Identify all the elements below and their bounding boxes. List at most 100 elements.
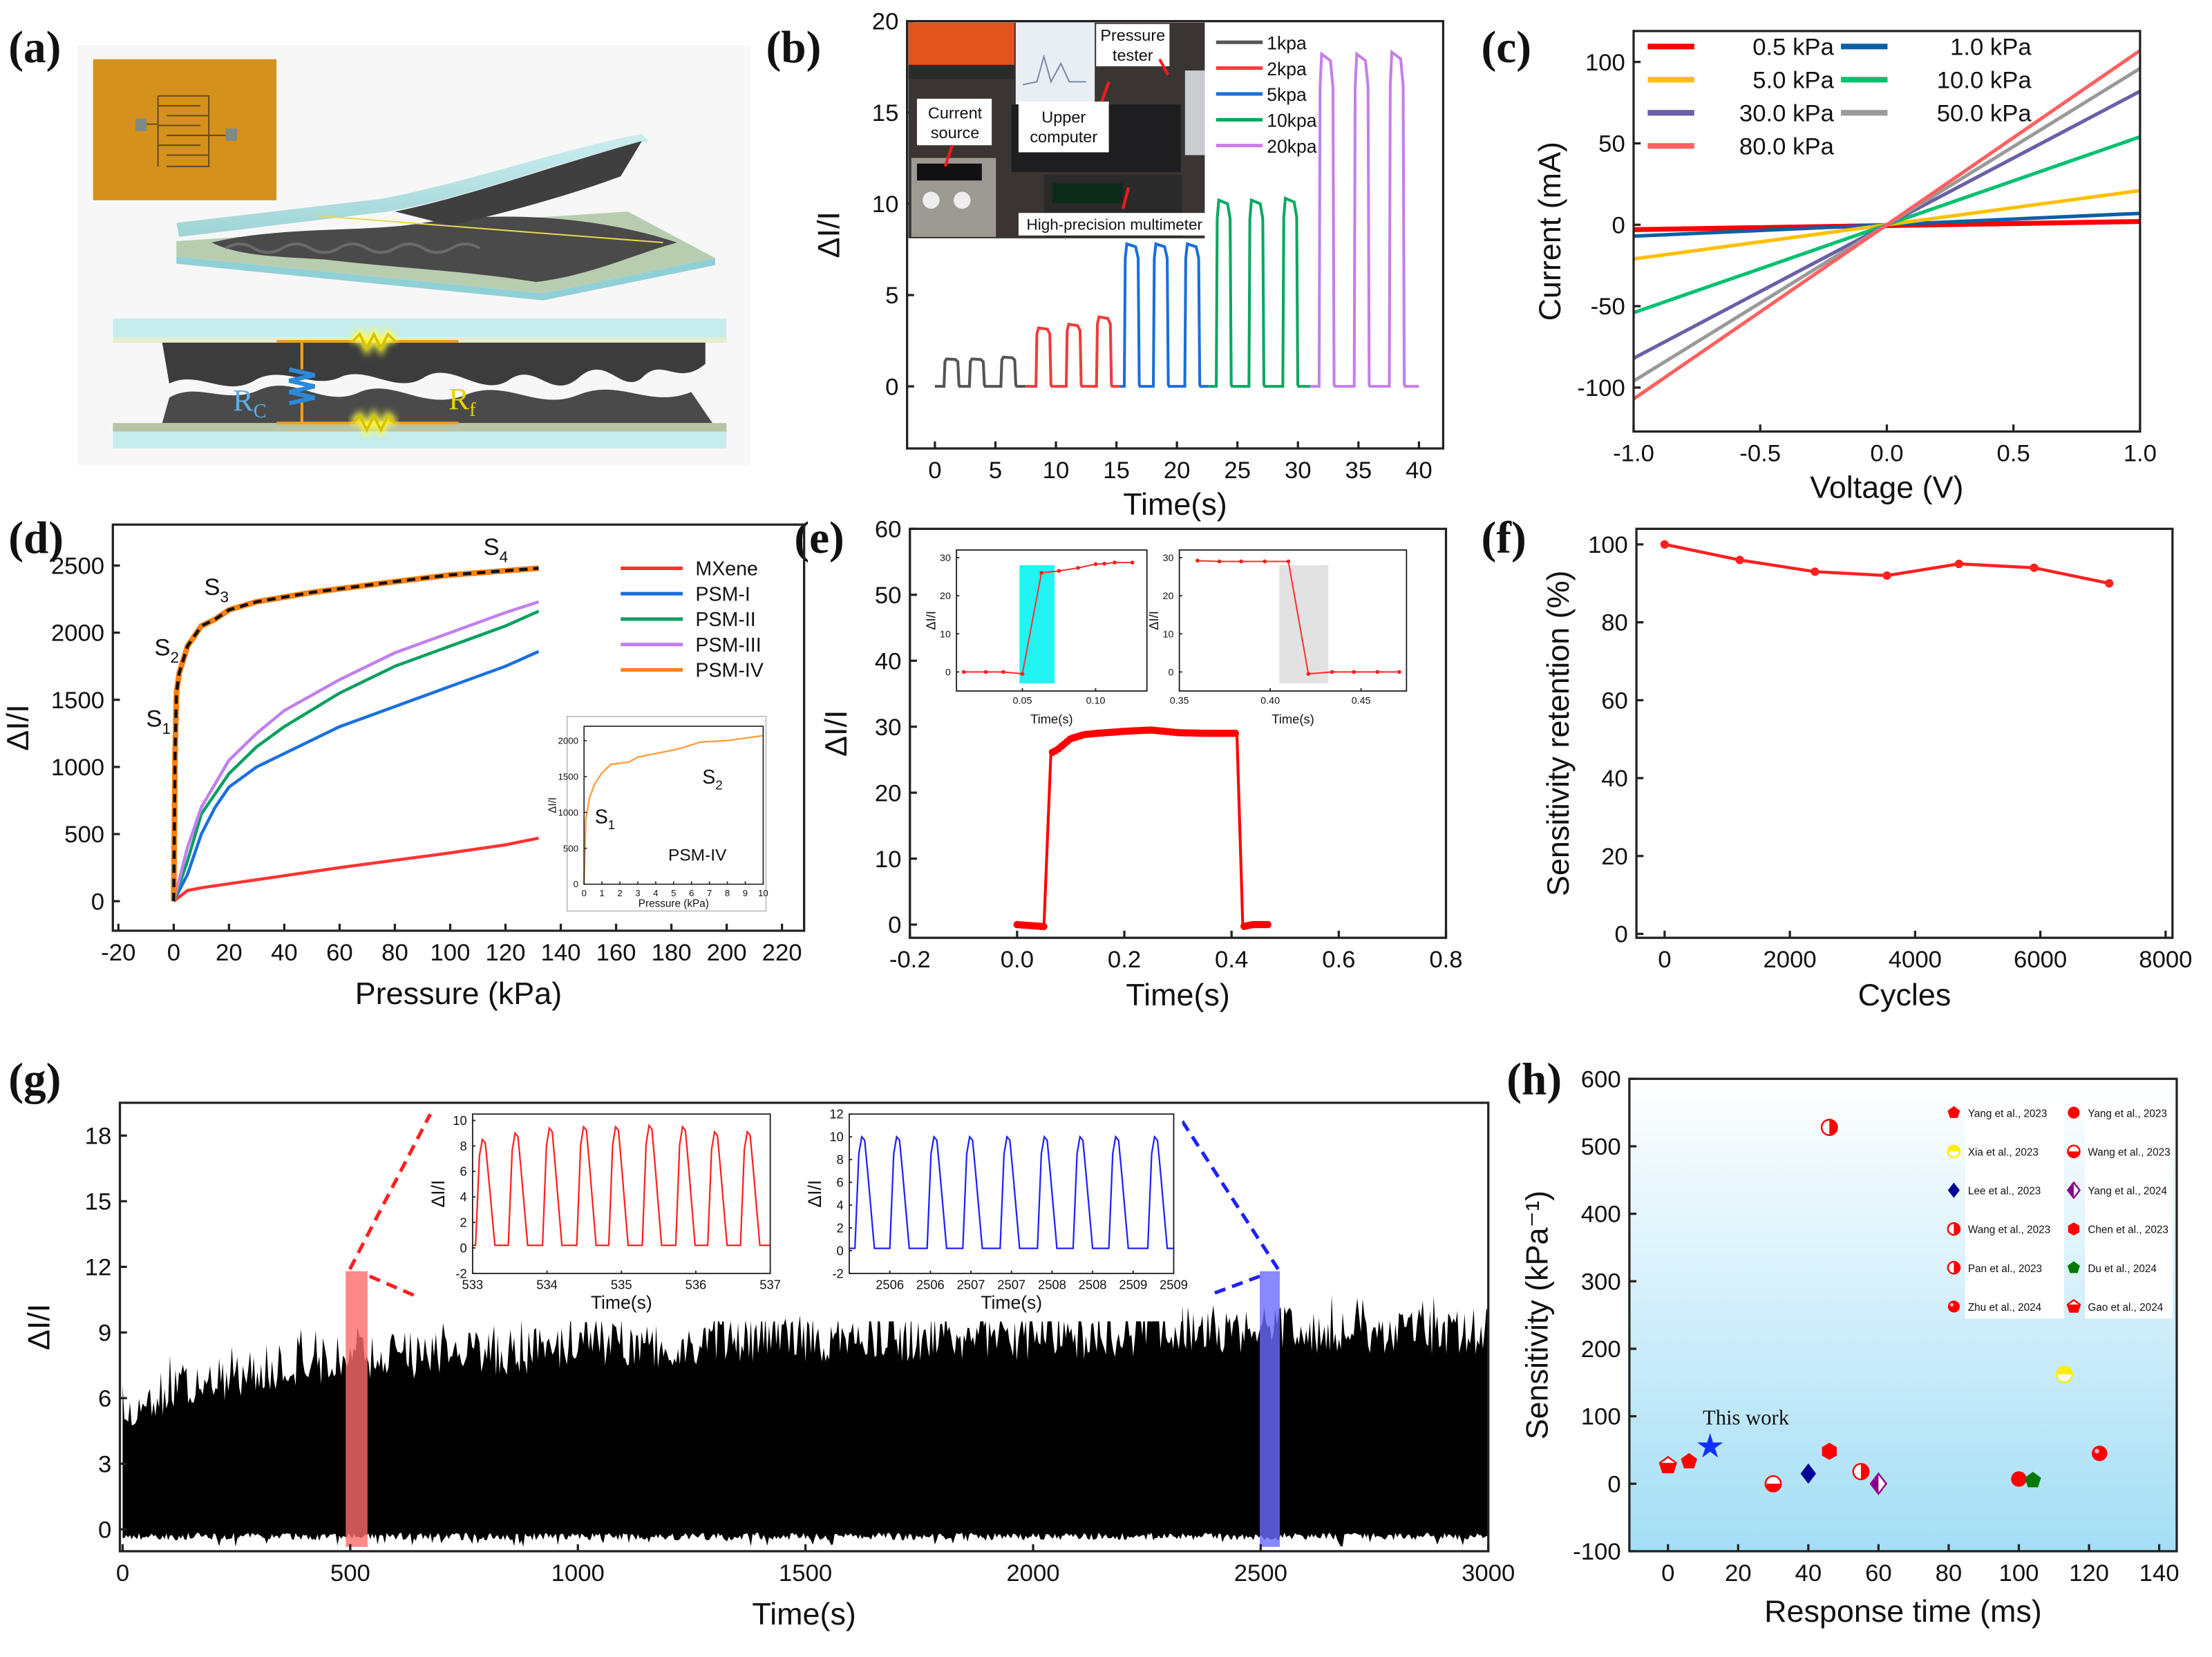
marker-fill	[1871, 1473, 1879, 1494]
x-tick-label: 2000	[1006, 1560, 1059, 1587]
contact-resistance-label: RC	[233, 383, 267, 422]
series-line	[1017, 728, 1269, 929]
y-tick-label: 500	[563, 843, 578, 853]
y-tick-label: 10	[1163, 629, 1174, 640]
x-tick-label: 2	[617, 888, 622, 898]
y-tick-label: 10	[940, 629, 951, 640]
x-tick-label: 40	[1406, 457, 1433, 484]
photo-label-multimeter: High-precision multimeter	[1018, 213, 1211, 236]
x-tick-label: 1	[599, 888, 604, 898]
x-tick-label: 60	[1865, 1560, 1892, 1587]
x-tick-label: 80	[1936, 1560, 1963, 1587]
panel-label-f: (f)	[1482, 513, 1526, 563]
data-point	[1882, 571, 1891, 580]
legend-label: Wang et al., 2023	[1968, 1224, 2050, 1236]
x-tick-label: 536	[686, 1277, 707, 1291]
y-tick-label: 0	[837, 1243, 844, 1258]
inset-label: PSM-IV	[668, 846, 727, 864]
data-point	[1352, 670, 1356, 674]
series-line-PSM-III	[172, 600, 540, 902]
x-tick-label: 5	[671, 888, 676, 898]
x-axis-title: Time(s)	[752, 1596, 856, 1631]
plot-area	[961, 560, 1135, 683]
x-tick-label: 0.8	[1429, 947, 1462, 973]
y-tick-label: 0	[1615, 922, 1628, 948]
y-tick-label: 20	[940, 591, 951, 602]
y-tick-label: -2	[455, 1266, 466, 1280]
data-point	[1217, 559, 1222, 564]
plot-area	[1013, 726, 1272, 931]
inset-frame	[566, 715, 767, 912]
y-tick-label: 60	[875, 516, 902, 542]
data-point	[1001, 670, 1005, 674]
marker-fill	[2067, 1304, 2080, 1312]
axes-frame	[1632, 30, 2142, 433]
marker-shape	[1947, 1182, 1960, 1198]
y-tick-label: 20	[875, 780, 902, 806]
marker-circle-half-right-icon	[1947, 1260, 1961, 1275]
x-tick-label: 0.6	[1322, 947, 1355, 973]
legend-label: Wang et al., 2023	[2088, 1146, 2170, 1158]
label-line: High-precision multimeter	[1027, 216, 1203, 234]
y-tick-label: 10	[872, 191, 899, 218]
series-line-5kpa	[1119, 242, 1209, 388]
data-point	[1954, 559, 1963, 569]
annotation-subscript: 1	[162, 720, 171, 737]
x-axis-title: Pressure (kPa)	[639, 898, 709, 909]
x-tick-label: 2509	[1119, 1277, 1147, 1291]
x-tick-label: 500	[330, 1560, 370, 1587]
legend-label: 10kpa	[1267, 110, 1317, 131]
region-annotation: S2	[154, 635, 179, 666]
zoom-connector	[348, 1113, 432, 1299]
x-tick-label: 80	[381, 940, 408, 966]
x-tick-label: 10	[758, 888, 768, 898]
inset-series-line	[1197, 560, 1399, 675]
y-tick-label: 500	[64, 822, 104, 848]
annotation-subscript: 2	[170, 649, 179, 666]
marker-circle-half-bottom-icon	[2067, 1144, 2081, 1159]
x-tick-label: 100	[431, 940, 471, 966]
x-tick-label: 20	[1164, 457, 1191, 484]
marker-circle-icon	[2068, 1106, 2080, 1119]
axes-frame	[583, 726, 764, 885]
label-line: tester	[1113, 46, 1153, 64]
x-tick-label: 35	[1345, 457, 1372, 484]
marker-circle-half-bottom-icon	[1764, 1475, 1782, 1493]
legend: Yang et al., 2023 Yang et al., 2023 Xia et…	[1947, 1101, 2173, 1319]
y-tick-label: 20	[1601, 844, 1628, 870]
marker-pentagon-half-bottom-icon	[1658, 1456, 1677, 1474]
marker-hexagon-icon	[1822, 1443, 1837, 1460]
legend-label: PSM-IV	[695, 660, 763, 682]
x-tick-label: -0.5	[1739, 440, 1781, 466]
data-point	[1330, 670, 1334, 674]
region-annotation: S1	[146, 706, 171, 737]
legend-label: Pan et al., 2023	[1968, 1263, 2042, 1275]
photo-label-upper-computer: Upper computer	[1018, 101, 1109, 153]
x-tick-label: 0.35	[1170, 695, 1189, 706]
legend-label: Lee et al., 2023	[1968, 1186, 2041, 1197]
marker-highlight	[1949, 1303, 1954, 1307]
y-tick-label: 12	[85, 1255, 112, 1281]
x-tick-label: 7	[707, 888, 712, 898]
x-tick-label: 20	[216, 940, 243, 966]
chart-e-inset-1: 0.05 0.10 0 10 20 30 Time(s) ΔI/I	[923, 549, 1148, 726]
legend-label: 10.0 kPa	[1937, 68, 2032, 94]
plot-area	[934, 49, 1419, 388]
marker-diamond-half-left-icon	[1869, 1472, 1888, 1495]
marker-fill	[1954, 1262, 1960, 1274]
x-axis-title: Time(s)	[1123, 486, 1227, 522]
sensor-photo	[93, 59, 277, 200]
y-tick-label: 2000	[558, 735, 578, 746]
x-tick-label: 0.4	[1215, 947, 1248, 973]
marker-shape	[1697, 1432, 1723, 1458]
y-tick-label: 40	[1601, 766, 1628, 792]
x-tick-label: 4	[653, 888, 658, 898]
marker-diamond-icon	[1800, 1464, 1817, 1484]
marker-ball-icon	[2092, 1446, 2108, 1461]
y-tick-label: 2	[460, 1215, 467, 1230]
series-line-80.0 kPa	[1632, 49, 2142, 401]
marker-fill	[1659, 1463, 1676, 1473]
legend-label: MXene	[695, 558, 758, 580]
label-line: source	[931, 124, 979, 142]
y-tick-label: 2500	[51, 553, 104, 580]
